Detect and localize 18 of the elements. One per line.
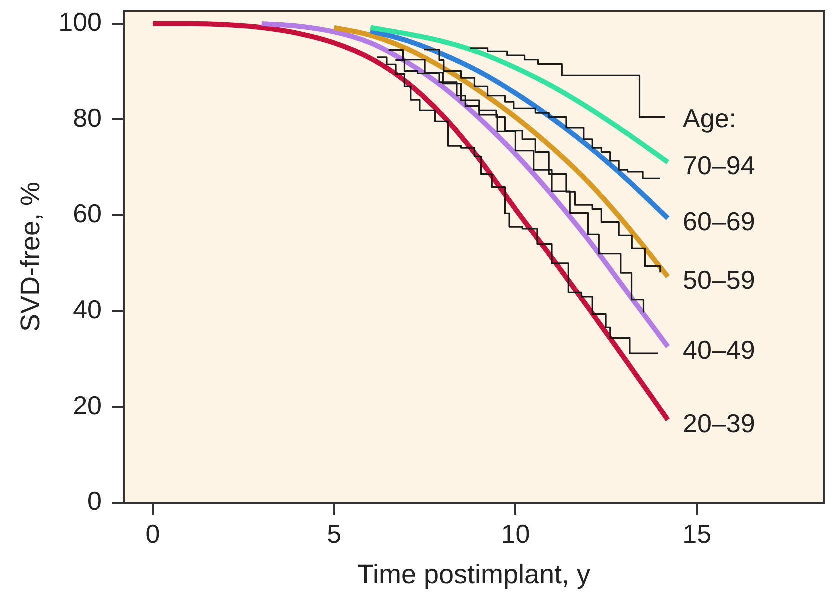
y-tick-label: 60: [73, 198, 102, 229]
y-tick-label: 20: [73, 390, 102, 420]
x-axis-title: Time postimplant, y: [357, 559, 592, 590]
y-tick-label: 80: [73, 102, 102, 133]
series-label: 70–94: [683, 150, 756, 181]
y-tick-label: 100: [58, 7, 102, 38]
x-tick-label: 5: [327, 518, 342, 549]
series-label: 40–49: [683, 334, 756, 365]
y-tick-label: 40: [73, 294, 102, 325]
x-tick-label: 15: [682, 518, 712, 549]
y-tick-label: 0: [88, 486, 102, 516]
legend-title: Age:: [683, 104, 737, 134]
series-label: 20–39: [683, 408, 756, 438]
x-tick-label: 0: [146, 518, 160, 549]
series-label: 60–69: [683, 206, 756, 237]
series-label: 50–59: [683, 265, 756, 296]
y-axis-title: SVD-free, %: [16, 182, 46, 332]
x-tick-label: 10: [501, 518, 530, 549]
